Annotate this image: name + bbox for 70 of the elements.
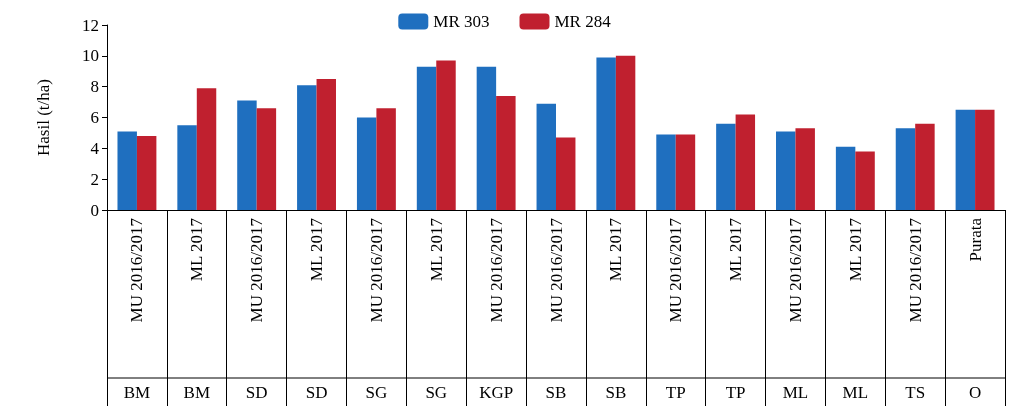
bar bbox=[795, 128, 815, 210]
y-tick-label: 6 bbox=[90, 108, 99, 127]
bar bbox=[376, 108, 396, 210]
legend-label: MR 303 bbox=[433, 12, 490, 31]
text: KGP bbox=[479, 382, 514, 402]
x-tick-label: MU 2016/2017 bbox=[247, 217, 267, 323]
bar bbox=[556, 137, 576, 210]
bar bbox=[316, 78, 336, 210]
bar bbox=[675, 134, 696, 210]
bar bbox=[356, 117, 377, 210]
text: SG bbox=[365, 382, 388, 402]
x-tick-label: MU 2016/2017 bbox=[905, 217, 925, 323]
x-tick-label: ML 2017 bbox=[845, 217, 865, 282]
y-tick-label: 8 bbox=[90, 77, 99, 97]
x-tick-label: MU 2016/2017 bbox=[366, 217, 386, 323]
bar bbox=[776, 131, 796, 210]
y-tick-label: 2 bbox=[90, 169, 99, 189]
bar bbox=[915, 123, 935, 210]
x-tick-label: MU 2016/2017 bbox=[127, 217, 147, 323]
bar bbox=[177, 125, 197, 210]
bar bbox=[536, 103, 556, 210]
x-tick-label: MU 2016/2017 bbox=[546, 217, 566, 323]
bar bbox=[596, 57, 616, 210]
bar bbox=[716, 123, 736, 210]
text: SB bbox=[605, 382, 627, 402]
bar bbox=[196, 88, 217, 210]
bar bbox=[656, 134, 676, 210]
y-tick-label: 10 bbox=[82, 46, 99, 66]
x-tick-label: MU 2016/2017 bbox=[486, 217, 506, 323]
text: BM bbox=[183, 382, 211, 402]
x-tick-label: MU 2016/2017 bbox=[785, 217, 805, 323]
bar bbox=[136, 136, 157, 210]
y-tick-label: 12 bbox=[82, 15, 99, 35]
x-tick-label: ML 2017 bbox=[606, 217, 626, 282]
x-tick-label: ML 2017 bbox=[187, 217, 207, 282]
y-tick-label: 4 bbox=[90, 138, 100, 158]
bar bbox=[835, 146, 856, 210]
bar bbox=[436, 60, 456, 210]
text: SG bbox=[425, 382, 448, 402]
x-tick-label: ML 2017 bbox=[307, 217, 327, 282]
text: ML bbox=[842, 382, 869, 402]
text: O bbox=[968, 382, 982, 402]
y-axis-title: Hasil (t/ha) bbox=[34, 79, 53, 156]
text: ML bbox=[782, 382, 809, 402]
text: SB bbox=[545, 382, 567, 402]
bar bbox=[855, 151, 875, 210]
bar bbox=[895, 128, 916, 210]
bar bbox=[256, 108, 277, 210]
text: TS bbox=[905, 382, 926, 402]
bar bbox=[735, 114, 756, 210]
x-tick-label: ML 2017 bbox=[726, 217, 746, 282]
y-tick-label: 0 bbox=[90, 200, 99, 220]
text: TP bbox=[725, 382, 746, 402]
text: BM bbox=[123, 382, 151, 402]
x-tick-label: Purata bbox=[965, 217, 985, 262]
x-tick-label: ML 2017 bbox=[426, 217, 446, 282]
bar bbox=[615, 55, 636, 210]
text: TP bbox=[665, 382, 686, 402]
bar bbox=[496, 95, 516, 210]
bar bbox=[476, 66, 497, 210]
bar bbox=[117, 131, 137, 210]
bar bbox=[297, 85, 317, 210]
text: SD bbox=[305, 382, 328, 402]
x-tick-label: MU 2016/2017 bbox=[666, 217, 686, 323]
text: SD bbox=[245, 382, 268, 402]
bar bbox=[237, 100, 257, 210]
legend-label: MR 284 bbox=[554, 12, 612, 31]
bar bbox=[416, 66, 437, 210]
bar bbox=[955, 109, 976, 210]
bar bbox=[975, 109, 995, 210]
